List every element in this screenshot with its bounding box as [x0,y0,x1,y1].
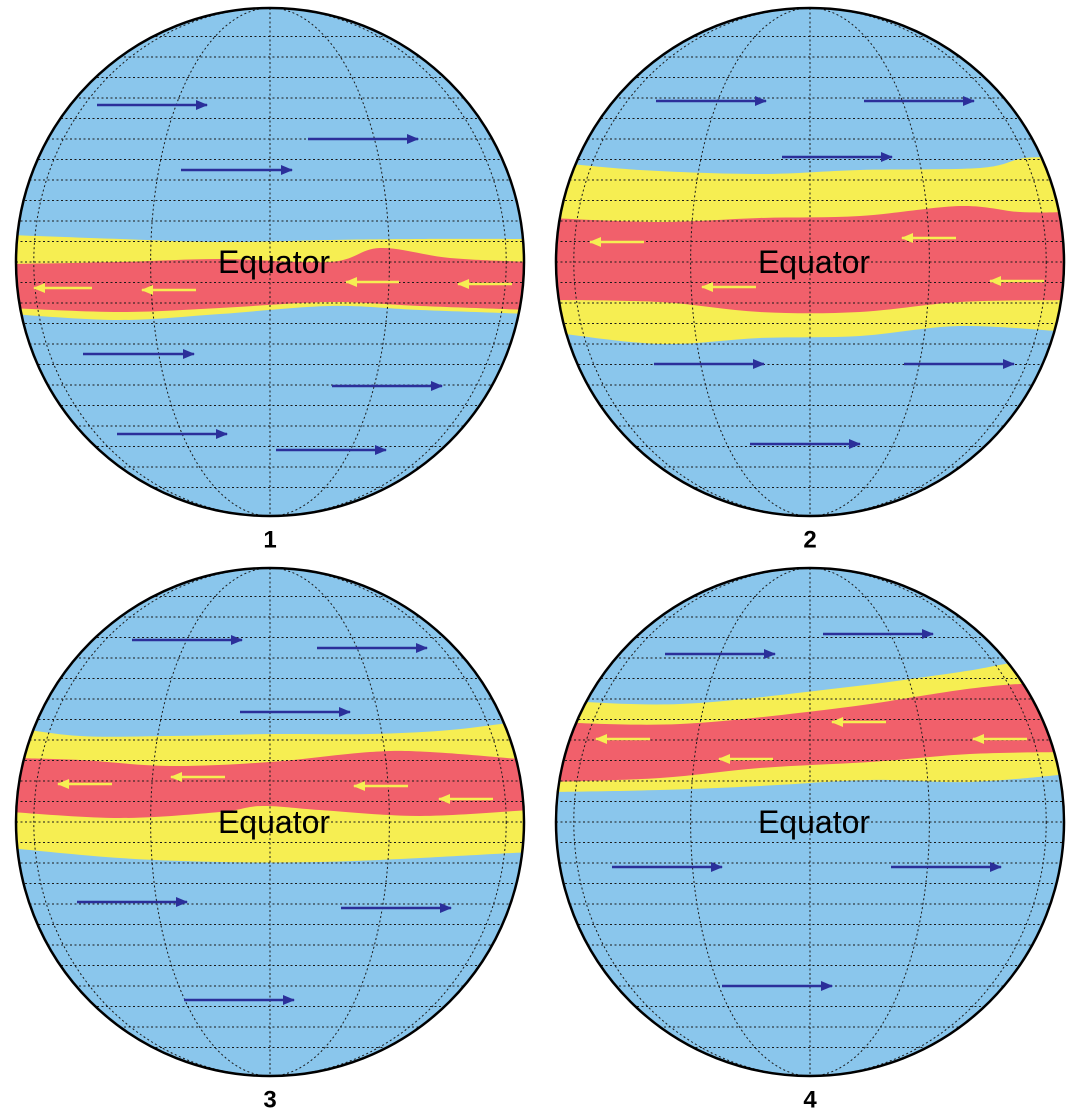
equator-label: Equator [758,804,870,840]
graticule [16,568,524,1076]
panel-number: 4 [803,1087,817,1114]
panel-number: 1 [263,527,276,554]
equator-label: Equator [218,804,330,840]
globe-panel-4: Equator 4 [554,566,1066,1114]
hot-band [556,205,1064,314]
equator-label: Equator [758,244,870,280]
globe-panel-1: Equator 1 [14,6,526,554]
globe-panel-3: Equator 3 [14,566,526,1114]
equator-label: Equator [218,244,330,280]
globe-outline [14,566,526,1078]
hot-band [556,683,1064,782]
panels: Equator 1 Equator 2 Equator 3 Equator 4 [14,6,1066,1114]
panel-number: 2 [803,527,816,554]
globe-outline [14,6,526,518]
globe-panel-2: Equator 2 [554,6,1066,554]
panel-number: 3 [263,1087,276,1114]
globe-outline [554,6,1066,518]
globe-outline [554,566,1066,1078]
graticule [16,8,524,516]
